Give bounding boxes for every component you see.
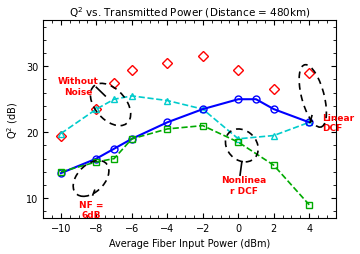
Text: Linear
DCF: Linear DCF	[321, 113, 354, 133]
Y-axis label: Q$^2$ (dB): Q$^2$ (dB)	[5, 101, 21, 138]
X-axis label: Average Fiber Input Power (dBm): Average Fiber Input Power (dBm)	[109, 239, 270, 248]
Text: NF =
6dB: NF = 6dB	[79, 200, 103, 219]
Text: Nonlinea
r DCF: Nonlinea r DCF	[221, 176, 266, 195]
Title: Q$^2$ vs. Transmitted Power (Distance = 480km): Q$^2$ vs. Transmitted Power (Distance = …	[69, 6, 310, 20]
Text: Without
Noise: Without Noise	[58, 77, 99, 96]
